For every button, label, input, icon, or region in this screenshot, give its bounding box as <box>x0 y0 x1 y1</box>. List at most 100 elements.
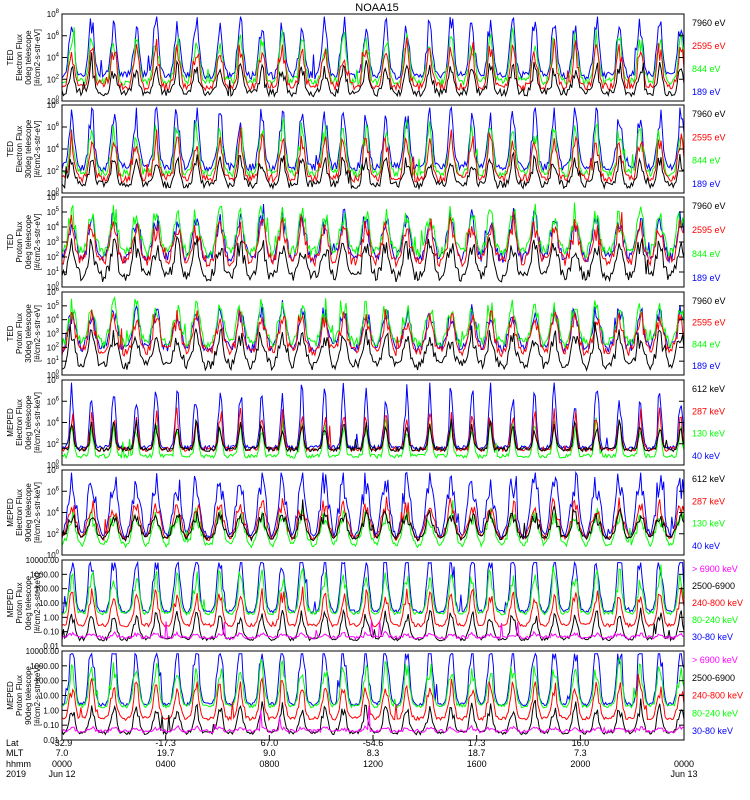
series-line-blue <box>61 560 685 615</box>
legend-entry: > 6900 keV <box>692 564 738 574</box>
x-tick-label: 0000 <box>674 759 694 769</box>
legend-entry: 612 keV <box>692 474 725 484</box>
y-axis-label: Electron Flux <box>15 34 24 81</box>
y-axis-label: Proton Flux <box>15 675 24 716</box>
legend-entry: 844 eV <box>692 339 721 349</box>
series-line-green <box>61 202 685 259</box>
series-line-green <box>61 295 685 350</box>
x-tick-label: 17.3 <box>468 738 486 748</box>
legend-entry: 30-80 keV <box>692 632 733 642</box>
x-tick-label: 18.7 <box>468 748 486 758</box>
x-tick-label: 0400 <box>156 759 176 769</box>
y-axis-label: 0deg telescope <box>24 575 33 630</box>
chart-title: NOAA15 <box>355 2 398 14</box>
y-tick-label: 106 <box>47 287 60 297</box>
x-tick-label: 7.0 <box>56 748 69 758</box>
y-axis-label: [#/cm2-s-str-eV] <box>33 305 42 362</box>
series-line-blue <box>61 203 685 264</box>
y-tick-label: 1.00 <box>43 613 59 622</box>
series-line-black <box>61 235 685 283</box>
legend-entry: 189 eV <box>692 273 721 283</box>
legend-entry: 7960 eV <box>692 18 726 28</box>
y-axis-label: MEPED <box>6 408 15 437</box>
y-axis-label: [#/cm2-s-str-eV] <box>33 121 42 178</box>
series-line-green <box>61 657 685 709</box>
legend-entry: 844 eV <box>692 156 721 166</box>
y-axis-label: 90deg telescope <box>24 483 33 542</box>
series-line-magenta <box>61 705 684 734</box>
legend-entry: 287 keV <box>692 406 725 416</box>
y-axis-label: [#/cm2-s-str-keV] <box>33 482 42 543</box>
y-axis-label: MEPED <box>6 589 15 618</box>
y-tick-label: 103 <box>47 237 60 247</box>
y-tick-label: 106 <box>47 192 60 202</box>
y-axis-label: 0deg telescope <box>24 395 33 450</box>
x-tick-label: 16.0 <box>572 738 590 748</box>
y-tick-label: 108 <box>47 9 60 19</box>
y-tick-label: 0.01 <box>43 642 59 651</box>
panel-6: 100 102 104 106 108 MEPED Electron Flux 90deg t… <box>6 465 725 560</box>
y-axis-label: Proton Flux <box>15 222 24 263</box>
y-axis-label: TED <box>6 325 15 341</box>
y-tick-label: 102 <box>47 252 60 262</box>
y-tick-label: 100.00 <box>35 585 60 594</box>
series-line-black <box>61 52 685 98</box>
legend-entry: 240-800 keV <box>692 598 743 608</box>
legend-entry: 80-240 keV <box>692 615 738 625</box>
x-tick-label: 7.3 <box>574 748 587 758</box>
legend-entry: 2500-6900 <box>692 673 735 683</box>
series-line-red <box>61 37 685 93</box>
y-axis-label: TED <box>6 234 15 250</box>
y-tick-label: 1.00 <box>43 706 59 715</box>
y-tick-label: 106 <box>47 486 60 496</box>
series-line-black <box>61 698 685 736</box>
panel-8: 0.01 0.10 1.00 10.00 100.00 1000.00 10000.00 ME… <box>6 647 743 745</box>
y-axis-label: [#/cm2-s-str-keV] <box>33 665 42 726</box>
y-axis-label: 30deg telescope <box>24 304 33 363</box>
x-tick-label: 8.3 <box>367 748 380 758</box>
y-axis-label: Electron Flux <box>15 126 24 173</box>
y-tick-label: 10000.00 <box>26 556 60 565</box>
y-tick-label: 103 <box>47 329 60 339</box>
panel-3: 100 101 102 103 104 105 106 TED Proton Flux 0deg … <box>6 192 726 292</box>
legend-entry: 287 keV <box>692 496 725 506</box>
y-tick-label: 100 <box>47 282 60 292</box>
panel-2: 100 102 104 106 108 TED Electron Flux 30deg tel… <box>6 100 726 198</box>
y-tick-label: 108 <box>47 100 60 110</box>
legend-entry: 7960 eV <box>692 109 726 119</box>
y-tick-label: 10.00 <box>39 692 60 701</box>
y-axis-label: MEPED <box>6 498 15 527</box>
y-axis-label: TED <box>6 141 15 157</box>
panel-4: 100 101 102 103 104 105 106 TED Proton Flux 30deg… <box>6 287 726 380</box>
y-tick-label: 104 <box>47 418 60 428</box>
y-axis-label: 90deg telescope <box>24 666 33 725</box>
legend-entry: 2595 eV <box>692 225 726 235</box>
series-line-blue <box>61 652 685 708</box>
series-line-green <box>61 564 685 617</box>
panel-7: 0.01 0.10 1.00 10.00 100.00 1000.00 10000.00 ME… <box>6 556 743 651</box>
legend-entry: 130 keV <box>692 429 725 439</box>
x-tick-label: 1600 <box>467 759 487 769</box>
y-tick-label: 100 <box>47 96 60 106</box>
y-tick-label: 10000.00 <box>26 647 60 656</box>
y-axis-label: TED <box>6 49 15 65</box>
series-line-black <box>61 151 685 191</box>
y-tick-label: 102 <box>47 166 60 176</box>
series-line-red <box>61 309 685 358</box>
legend-entry: 130 keV <box>692 519 725 529</box>
x-tick-label: 0800 <box>259 759 279 769</box>
y-tick-label: 108 <box>47 375 60 385</box>
y-tick-label: 104 <box>47 508 60 518</box>
x-tick-label: Jun 13 <box>670 769 697 779</box>
series-line-magenta <box>61 620 685 641</box>
y-axis-label: 0deg telescope <box>24 30 33 85</box>
legend-entry: 189 eV <box>692 87 721 97</box>
x-row-label: Lat <box>6 738 19 748</box>
x-tick-label: -17.3 <box>155 738 176 748</box>
legend-entry: 30-80 keV <box>692 726 733 736</box>
legend-entry: 189 eV <box>692 361 721 371</box>
y-axis-label: 0deg telescope <box>24 214 33 269</box>
y-tick-label: 0.01 <box>43 736 59 745</box>
